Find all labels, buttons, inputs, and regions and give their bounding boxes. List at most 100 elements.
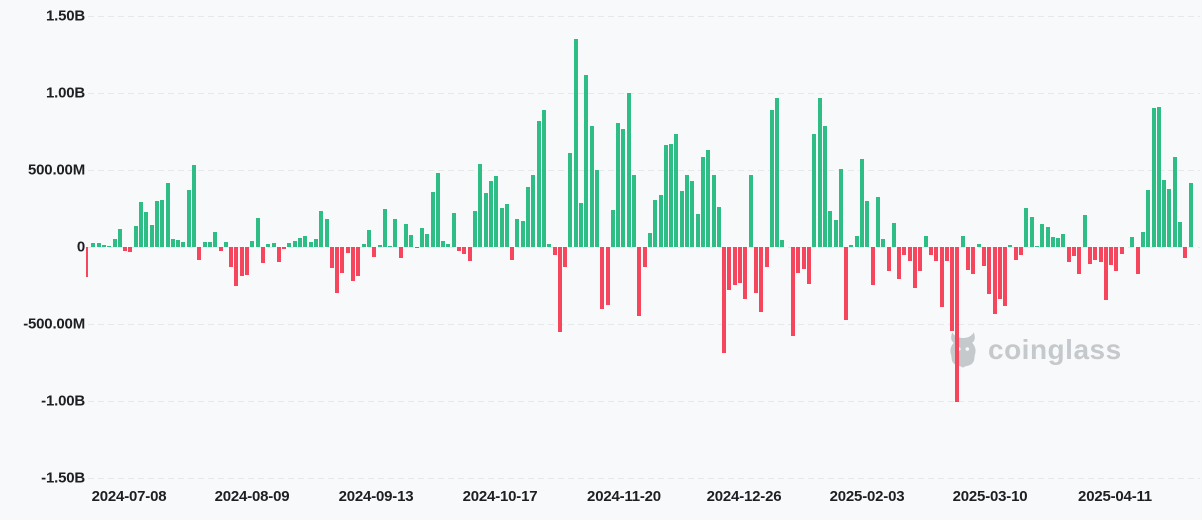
flow-bar[interactable] bbox=[488, 180, 493, 247]
flow-bar[interactable] bbox=[621, 129, 626, 247]
flow-bar[interactable] bbox=[700, 156, 705, 247]
flow-bar[interactable] bbox=[1114, 247, 1119, 272]
flow-bar[interactable] bbox=[382, 209, 387, 247]
flow-bar[interactable] bbox=[213, 232, 218, 247]
flow-bar[interactable] bbox=[499, 207, 504, 247]
flow-bar[interactable] bbox=[139, 201, 143, 247]
flow-bar[interactable] bbox=[478, 163, 483, 247]
flow-bar[interactable] bbox=[234, 247, 239, 286]
flow-bar[interactable] bbox=[881, 238, 886, 247]
flow-bar[interactable] bbox=[981, 247, 986, 266]
flow-bar[interactable] bbox=[245, 247, 250, 275]
flow-bar[interactable] bbox=[1151, 108, 1156, 247]
flow-bar[interactable] bbox=[282, 247, 287, 249]
flow-bar[interactable] bbox=[722, 247, 727, 353]
flow-bar[interactable] bbox=[727, 247, 732, 290]
flow-bar[interactable] bbox=[298, 238, 303, 247]
flow-bar[interactable] bbox=[1109, 247, 1114, 266]
flow-bar[interactable] bbox=[451, 212, 456, 247]
flow-bar[interactable] bbox=[552, 247, 557, 256]
flow-bar[interactable] bbox=[86, 247, 88, 278]
flow-bar[interactable] bbox=[372, 247, 377, 257]
flow-bar[interactable] bbox=[446, 244, 451, 247]
flow-bar[interactable] bbox=[796, 247, 801, 274]
flow-bar[interactable] bbox=[870, 247, 875, 286]
flow-bar[interactable] bbox=[128, 247, 133, 252]
flow-bar[interactable] bbox=[817, 98, 822, 247]
flow-bar[interactable] bbox=[934, 247, 939, 261]
flow-bar[interactable] bbox=[1103, 247, 1108, 300]
flow-bar[interactable] bbox=[366, 230, 371, 247]
flow-bar[interactable] bbox=[605, 247, 610, 306]
flow-bar[interactable] bbox=[950, 247, 955, 331]
flow-bar[interactable] bbox=[430, 192, 435, 247]
flow-bar[interactable] bbox=[160, 200, 165, 247]
flow-bar[interactable] bbox=[913, 247, 918, 288]
flow-bar[interactable] bbox=[663, 145, 668, 247]
flow-bar[interactable] bbox=[557, 247, 562, 332]
flow-bar[interactable] bbox=[96, 243, 101, 247]
flow-bar[interactable] bbox=[753, 247, 758, 294]
flow-bar[interactable] bbox=[589, 125, 594, 247]
flow-bar[interactable] bbox=[764, 247, 769, 267]
flow-bar[interactable] bbox=[976, 244, 981, 247]
flow-bar[interactable] bbox=[579, 202, 584, 247]
flow-bar[interactable] bbox=[398, 247, 403, 259]
flow-bar[interactable] bbox=[844, 247, 849, 320]
flow-bar[interactable] bbox=[716, 206, 721, 247]
flow-bar[interactable] bbox=[1087, 247, 1092, 264]
flow-bar[interactable] bbox=[266, 244, 271, 247]
flow-bar[interactable] bbox=[806, 247, 811, 284]
flow-bar[interactable] bbox=[966, 247, 971, 270]
flow-bar[interactable] bbox=[891, 223, 896, 247]
flow-bar[interactable] bbox=[674, 134, 679, 247]
flow-bar[interactable] bbox=[669, 143, 674, 247]
flow-bar[interactable] bbox=[1140, 232, 1145, 247]
flow-bar[interactable] bbox=[541, 110, 546, 247]
flow-bar[interactable] bbox=[706, 149, 711, 247]
flow-bar[interactable] bbox=[594, 170, 599, 247]
flow-bar[interactable] bbox=[457, 247, 462, 252]
flow-bar[interactable] bbox=[170, 239, 175, 247]
flow-bar[interactable] bbox=[117, 228, 122, 247]
flow-bar[interactable] bbox=[1135, 247, 1140, 274]
flow-bar[interactable] bbox=[923, 235, 928, 247]
flow-bar[interactable] bbox=[838, 169, 843, 247]
flow-bar[interactable] bbox=[600, 247, 605, 309]
flow-bar[interactable] bbox=[1040, 224, 1045, 247]
flow-bar[interactable] bbox=[637, 247, 642, 316]
flow-bar[interactable] bbox=[462, 247, 467, 254]
flow-bar[interactable] bbox=[144, 212, 149, 247]
flow-bar[interactable] bbox=[854, 235, 859, 247]
flow-bar[interactable] bbox=[292, 240, 297, 247]
flow-bar[interactable] bbox=[520, 220, 525, 247]
flow-bar[interactable] bbox=[1045, 226, 1050, 247]
flow-bar[interactable] bbox=[1008, 244, 1013, 247]
flow-bar[interactable] bbox=[1156, 107, 1161, 247]
flow-bar[interactable] bbox=[743, 247, 748, 300]
flow-bar[interactable] bbox=[690, 181, 695, 247]
flow-bar[interactable] bbox=[1061, 234, 1066, 247]
flow-bar[interactable] bbox=[377, 244, 382, 247]
flow-bar[interactable] bbox=[647, 232, 652, 247]
flow-bar[interactable] bbox=[875, 196, 880, 247]
flow-bar[interactable] bbox=[801, 247, 806, 270]
flow-bar[interactable] bbox=[255, 218, 260, 247]
flow-bar[interactable] bbox=[1146, 190, 1151, 247]
flow-bar[interactable] bbox=[324, 219, 329, 247]
flow-bar[interactable] bbox=[192, 165, 197, 247]
flow-bar[interactable] bbox=[435, 172, 440, 247]
flow-bar[interactable] bbox=[1119, 247, 1124, 254]
flow-bar[interactable] bbox=[526, 186, 531, 247]
flow-bar[interactable] bbox=[467, 247, 472, 262]
flow-bar[interactable] bbox=[441, 240, 446, 247]
flow-bar[interactable] bbox=[971, 247, 976, 274]
flow-bar[interactable] bbox=[679, 190, 684, 247]
flow-bar[interactable] bbox=[473, 210, 477, 247]
flow-bar[interactable] bbox=[202, 241, 207, 247]
flow-bar[interactable] bbox=[313, 238, 318, 247]
flow-bar[interactable] bbox=[828, 210, 833, 247]
flow-bar[interactable] bbox=[388, 245, 393, 247]
flow-bar[interactable] bbox=[632, 174, 637, 247]
flow-bar[interactable] bbox=[1034, 245, 1039, 247]
